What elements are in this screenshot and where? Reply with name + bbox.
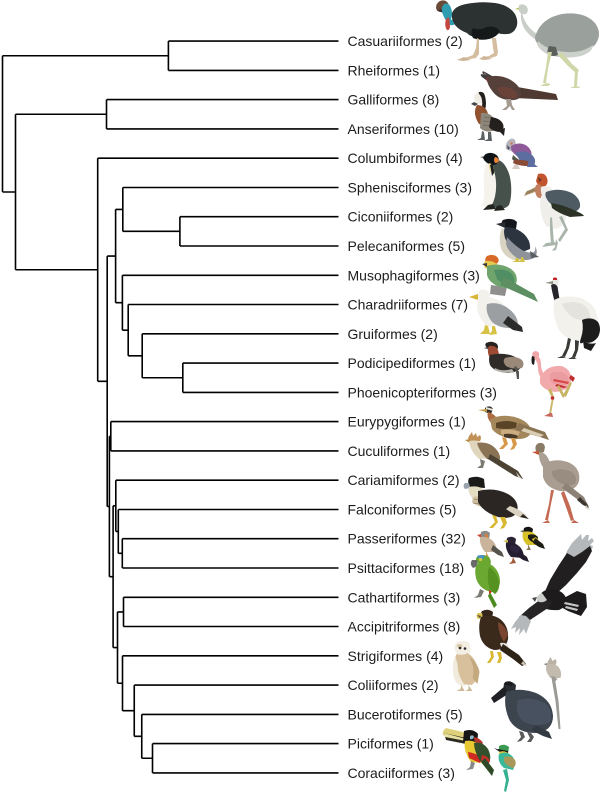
svg-text:Cathartiformes (3): Cathartiformes (3) bbox=[348, 589, 461, 605]
svg-text:Cuculiformes (1): Cuculiformes (1) bbox=[348, 443, 451, 459]
svg-text:Columbiformes (4): Columbiformes (4) bbox=[348, 150, 463, 166]
svg-text:Coraciiformes (3): Coraciiformes (3) bbox=[348, 765, 455, 781]
svg-text:Casuariiformes (2): Casuariiformes (2) bbox=[348, 33, 463, 49]
svg-text:Galliformes (8): Galliformes (8) bbox=[348, 92, 440, 108]
svg-text:Cariamiformes (2): Cariamiformes (2) bbox=[348, 472, 460, 488]
svg-text:Anseriformes (10): Anseriformes (10) bbox=[348, 121, 459, 137]
svg-text:Rheiformes (1): Rheiformes (1) bbox=[348, 62, 441, 78]
svg-text:Strigiformes (4): Strigiformes (4) bbox=[348, 648, 444, 664]
svg-text:Sphenisciformes (3): Sphenisciformes (3) bbox=[348, 180, 473, 196]
svg-text:Podicipediformes (1): Podicipediformes (1) bbox=[348, 355, 476, 371]
svg-text:Charadriiformes (7): Charadriiformes (7) bbox=[348, 297, 469, 313]
svg-text:Bucerotiformes (5): Bucerotiformes (5) bbox=[348, 706, 463, 722]
svg-text:Coliiformes (2): Coliiformes (2) bbox=[348, 677, 439, 693]
svg-text:Musophagiformes (3): Musophagiformes (3) bbox=[348, 267, 480, 283]
svg-text:Psittaciformes (18): Psittaciformes (18) bbox=[348, 560, 465, 576]
svg-text:Eurypygiformes (1): Eurypygiformes (1) bbox=[348, 414, 466, 430]
svg-text:Gruiformes (2): Gruiformes (2) bbox=[348, 326, 438, 342]
svg-text:Accipitriformes (8): Accipitriformes (8) bbox=[348, 619, 461, 635]
svg-text:Passeriformes (32): Passeriformes (32) bbox=[348, 531, 466, 547]
svg-text:Pelecaniformes (5): Pelecaniformes (5) bbox=[348, 238, 466, 254]
svg-text:Falconiformes (5): Falconiformes (5) bbox=[348, 502, 457, 518]
svg-text:Piciformes (1): Piciformes (1) bbox=[348, 736, 434, 752]
svg-text:Ciconiiformes (2): Ciconiiformes (2) bbox=[348, 209, 454, 225]
svg-text:Phoenicopteriformes (3): Phoenicopteriformes (3) bbox=[348, 384, 497, 400]
